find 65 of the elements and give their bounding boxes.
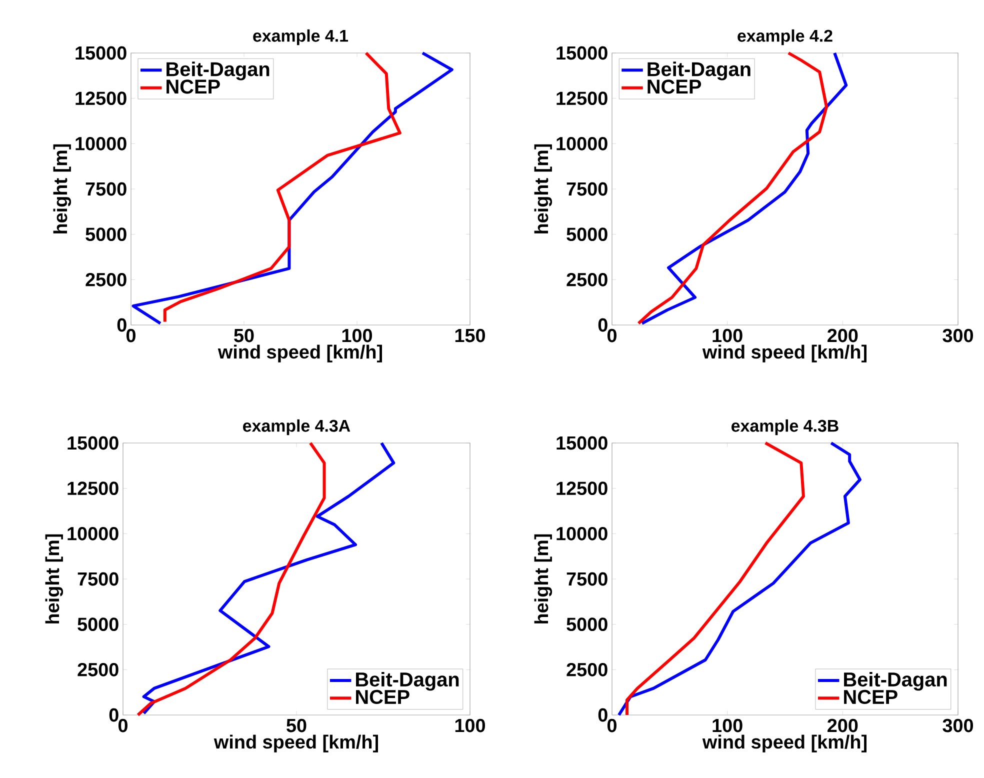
chart-title: example 4.3B (732, 419, 838, 436)
y-tick-label: 12500 (556, 482, 608, 496)
x-tick-label: 200 (828, 328, 858, 342)
y-tick-label: 0 (598, 708, 608, 722)
y-tick-label: 10000 (556, 526, 608, 540)
legend-label: Beit-Dagan (356, 672, 459, 691)
x-tick-label: 50 (286, 718, 306, 732)
y-tick-label: 7500 (566, 572, 608, 586)
x-tick-label: 0 (126, 328, 136, 342)
y-axis-title: height [m] (53, 144, 72, 234)
line-series (626, 441, 805, 716)
y-axis-title: height [m] (45, 534, 64, 624)
y-tick-label: 0 (109, 708, 118, 722)
y-axis-title: height [m] (534, 144, 552, 234)
legend-label: NCEP (166, 80, 220, 94)
y-tick-label: 15000 (556, 436, 608, 450)
x-tick-label: 100 (712, 718, 742, 732)
y-tick-label: 5000 (86, 228, 126, 242)
x-tick-label: 0 (607, 718, 616, 732)
y-tick-label: 2500 (78, 662, 118, 676)
y-tick-label: 12500 (68, 482, 118, 496)
y-tick-label: 2500 (566, 662, 608, 676)
y-tick-label: 12500 (556, 92, 608, 106)
y-tick-label: 7500 (86, 182, 126, 196)
y-tick-label: 2500 (566, 272, 608, 286)
chart-title: example 4.2 (738, 29, 832, 46)
x-axis-title: wind speed [km/h] (702, 734, 866, 752)
line-series (163, 51, 402, 324)
line-series (136, 441, 326, 716)
legend-label: NCEP (356, 690, 410, 704)
x-tick-label: 300 (942, 718, 974, 732)
x-tick-label: 150 (455, 328, 486, 342)
x-tick-label: 300 (942, 328, 974, 342)
legend-label: NCEP (648, 80, 702, 94)
x-axis-title: wind speed [km/h] (702, 344, 866, 362)
y-tick-label: 15000 (76, 46, 126, 60)
x-tick-label: 0 (607, 328, 616, 342)
y-tick-label: 15000 (68, 436, 118, 450)
x-axis-title: wind speed [km/h] (218, 344, 382, 362)
y-tick-label: 5000 (566, 618, 608, 632)
chart-title: example 4.1 (253, 29, 348, 46)
y-tick-label: 2500 (86, 272, 126, 286)
legend-label: Beit-Dagan (648, 62, 750, 80)
x-tick-label: 200 (828, 718, 858, 732)
y-tick-label: 15000 (556, 46, 608, 60)
y-tick-label: 10000 (68, 526, 118, 540)
chart-title: example 4.3A (243, 419, 350, 436)
y-axis-title: height [m] (534, 534, 552, 624)
x-tick-label: 100 (455, 718, 486, 732)
x-tick-label: 50 (234, 328, 254, 342)
y-tick-label: 10000 (76, 136, 126, 150)
x-axis-title: wind speed [km/h] (214, 734, 378, 752)
y-tick-label: 7500 (78, 572, 118, 586)
y-tick-label: 7500 (566, 182, 608, 196)
x-tick-label: 100 (342, 328, 372, 342)
y-tick-label: 10000 (556, 136, 608, 150)
x-tick-label: 100 (712, 328, 742, 342)
legend-label: NCEP (844, 690, 898, 704)
y-tick-label: 12500 (76, 92, 126, 106)
y-tick-label: 0 (117, 318, 126, 332)
y-tick-label: 0 (598, 318, 608, 332)
legend-label: Beit-Dagan (844, 672, 947, 691)
y-tick-label: 5000 (566, 228, 608, 242)
legend-label: Beit-Dagan (166, 62, 270, 80)
y-tick-label: 5000 (78, 618, 118, 632)
